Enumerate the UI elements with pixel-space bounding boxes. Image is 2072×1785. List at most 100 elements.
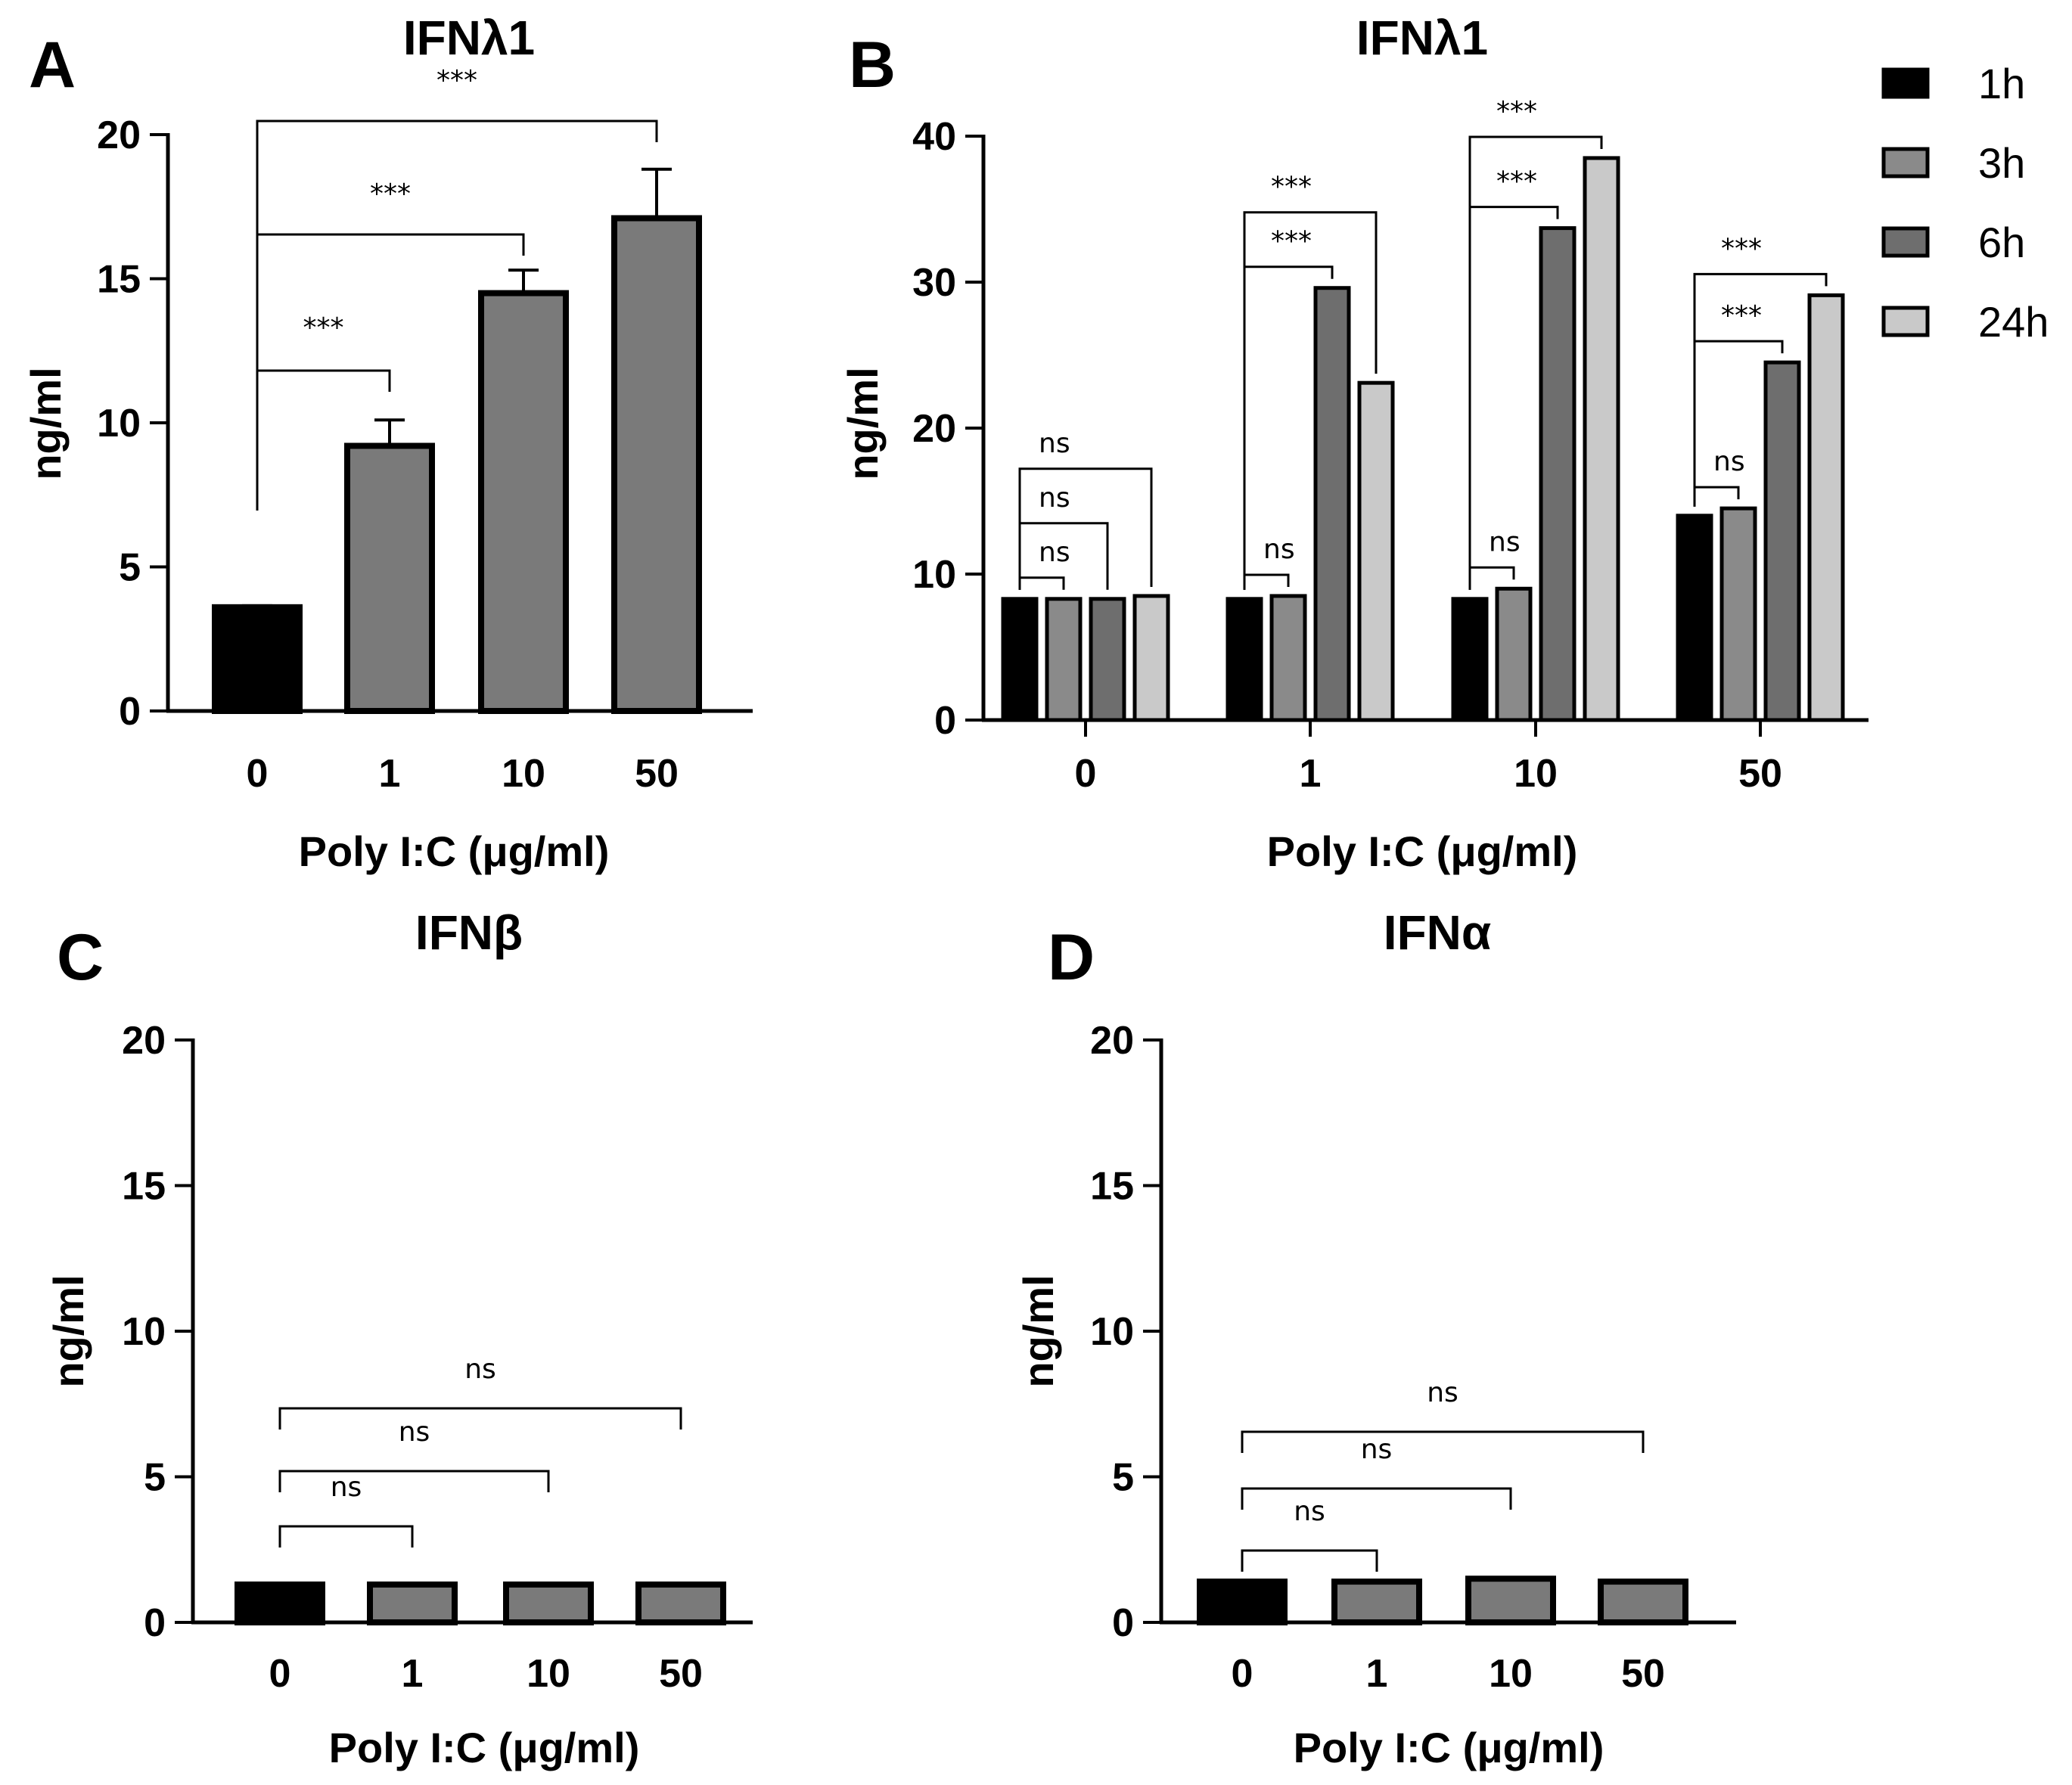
significance-bracket: [1241, 1430, 1645, 1453]
bar-1h: [1225, 597, 1263, 722]
y-tick-label: 10: [1090, 1310, 1134, 1354]
bar: [1331, 1579, 1422, 1626]
bar-24h: [1357, 380, 1395, 722]
x-tick-label: 50: [635, 752, 679, 796]
error-bar: [374, 418, 405, 446]
bar-3h: [1719, 506, 1757, 722]
significance-label: ns: [464, 1354, 496, 1385]
panel-letter: A: [29, 29, 76, 101]
chart-title: IFNα: [1384, 905, 1491, 960]
panel-b: B IFNλ1 0 10 20 30 40 0 1 10 50 Poly I:C (μg/ml) ng/…: [839, 11, 2049, 875]
legend-swatch: [1881, 147, 1930, 178]
bar-1h: [1676, 514, 1713, 722]
y-tick-label: 20: [912, 407, 956, 451]
error-bar: [641, 167, 672, 219]
y-tick-label: 20: [122, 1019, 166, 1063]
significance-bracket: [1693, 486, 1740, 507]
significance-bracket: [1468, 566, 1515, 590]
significance-label: ns: [1489, 526, 1521, 557]
bar: [212, 604, 303, 715]
significance-bracket: [278, 1470, 550, 1492]
x-axis-label: Poly I:C (μg/ml): [1267, 827, 1578, 875]
significance-label: ns: [331, 1472, 362, 1503]
y-tick-label: 0: [119, 690, 141, 734]
bar-1h: [1001, 597, 1039, 722]
y-tick-label: 10: [122, 1310, 166, 1354]
legend-swatch: [1881, 226, 1930, 258]
y-axis-label: ng/ml: [1014, 1274, 1062, 1387]
x-tick-label: 10: [1514, 752, 1558, 796]
significance-label: ***: [1496, 96, 1537, 127]
x-axis-label: Poly I:C (μg/ml): [299, 827, 610, 875]
significance-label: ***: [1271, 226, 1312, 257]
y-tick-label: 5: [1112, 1456, 1134, 1500]
significance-bracket: [1018, 576, 1065, 590]
y-tick-label: 0: [1112, 1601, 1134, 1645]
bar-24h: [1583, 156, 1620, 722]
y-tick-label: 40: [912, 115, 956, 159]
bar: [635, 1581, 726, 1625]
significance-bracket: [256, 120, 658, 261]
x-tick-label: 1: [1300, 752, 1322, 796]
x-tick-label: 1: [379, 752, 401, 796]
y-tick-label: 20: [1090, 1019, 1134, 1063]
y-tick-label: 15: [97, 258, 141, 302]
bar: [1598, 1579, 1688, 1626]
chart-title: IFNλ1: [403, 11, 535, 65]
bar-3h: [1495, 586, 1533, 722]
y-axis-label: ng/ml: [22, 367, 70, 480]
bar: [235, 1581, 325, 1625]
x-tick-label: 10: [1489, 1652, 1533, 1696]
bar-6h: [1539, 226, 1577, 722]
significance-bracket: [256, 233, 525, 374]
chart-title: IFNβ: [415, 905, 523, 960]
panel-letter: B: [849, 29, 896, 101]
significance-label: ns: [1039, 537, 1070, 568]
x-tick-label: 50: [659, 1652, 703, 1696]
panel-c: C IFNβ 0 5 10 15 20 0 1 10 50 Poly I:C (μg/ml) ng/ml…: [45, 905, 753, 1771]
significance-label: ns: [1294, 1496, 1325, 1527]
x-tick-label: 1: [1366, 1652, 1388, 1696]
chart-title: IFNλ1: [1356, 11, 1488, 65]
bar-24h: [1132, 594, 1170, 722]
significance-bracket: [1243, 211, 1378, 590]
bar: [367, 1581, 458, 1625]
legend-label: 1h: [1978, 60, 2025, 107]
bar: [611, 215, 702, 714]
y-tick-label: 5: [144, 1456, 166, 1500]
significance-bracket: [1018, 467, 1153, 590]
significance-label: ns: [1039, 428, 1070, 459]
y-tick-label: 15: [1090, 1165, 1134, 1209]
significance-label: ns: [1039, 483, 1070, 514]
significance-label: ns: [1263, 534, 1295, 565]
x-tick-label: 10: [502, 752, 545, 796]
bar: [503, 1581, 594, 1625]
bar: [344, 442, 435, 714]
y-tick-label: 10: [97, 402, 141, 445]
x-tick-label: 0: [247, 752, 269, 796]
significance-bracket: [1241, 1549, 1378, 1572]
y-tick-label: 10: [912, 553, 956, 597]
significance-label: ***: [1271, 172, 1312, 203]
significance-bracket: [1693, 272, 1828, 507]
y-tick-label: 15: [122, 1165, 166, 1209]
bar-3h: [1269, 594, 1307, 722]
panel-letter: D: [1048, 921, 1095, 994]
y-tick-label: 0: [934, 699, 956, 743]
y-tick-label: 0: [144, 1601, 166, 1645]
x-axis-label: Poly I:C (μg/ml): [329, 1724, 640, 1771]
significance-label: ns: [399, 1417, 430, 1448]
significance-label: ns: [1361, 1434, 1393, 1465]
legend-label: 3h: [1978, 139, 2025, 187]
significance-bracket: [1468, 135, 1603, 590]
bar: [1197, 1579, 1288, 1626]
significance-label: ns: [1713, 446, 1745, 477]
x-tick-label: 50: [1738, 752, 1782, 796]
significance-bracket: [1241, 1487, 1512, 1510]
y-tick-label: 20: [97, 113, 141, 157]
x-tick-label: 10: [527, 1652, 570, 1696]
legend-swatch: [1881, 306, 1930, 337]
x-tick-label: 1: [402, 1652, 424, 1696]
x-axis-label: Poly I:C (μg/ml): [1294, 1724, 1604, 1771]
x-tick-label: 0: [1232, 1652, 1253, 1696]
